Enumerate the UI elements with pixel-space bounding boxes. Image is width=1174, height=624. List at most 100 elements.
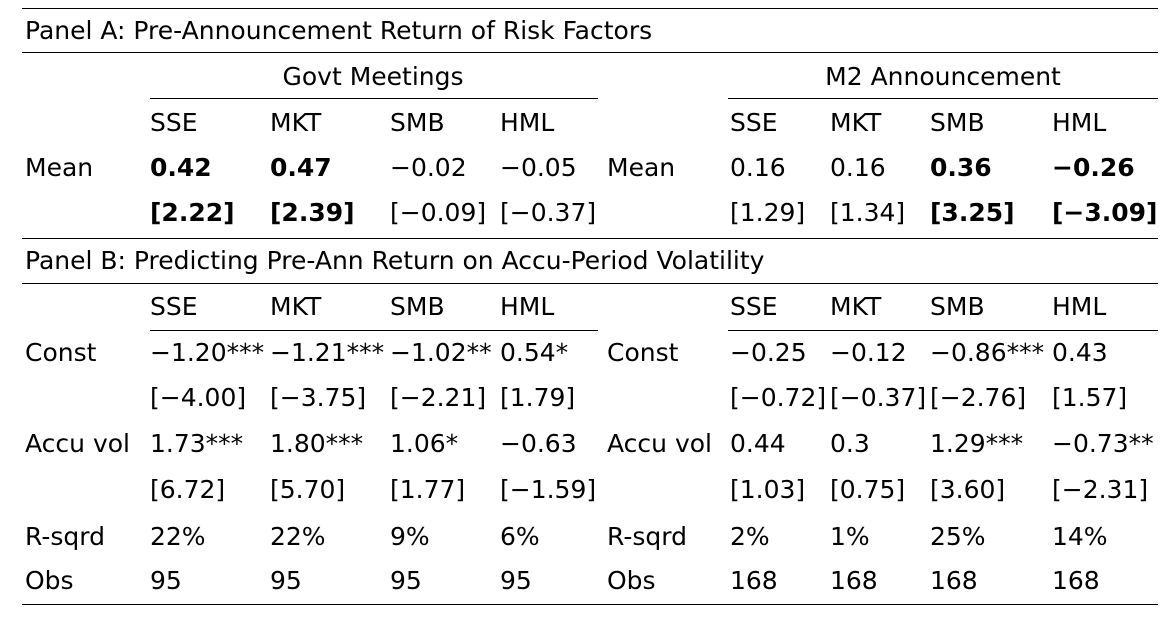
cell: [1.77] xyxy=(390,475,466,504)
cell: 0.16 xyxy=(830,153,886,182)
cell: 0.47 xyxy=(270,153,332,182)
cell: 95 xyxy=(270,566,302,595)
rule xyxy=(150,98,598,99)
cell: [3.60] xyxy=(930,475,1006,504)
cell: [5.70] xyxy=(270,475,346,504)
cell: 168 xyxy=(930,566,978,595)
cell: 14% xyxy=(1052,522,1108,551)
cell: −0.26 xyxy=(1052,153,1135,182)
column-header: SMB xyxy=(930,108,985,137)
cell: −1.02** xyxy=(390,338,492,367)
cell: 0.16 xyxy=(730,153,786,182)
column-header: SSE xyxy=(730,292,778,321)
cell: [1.57] xyxy=(1052,383,1128,412)
column-header: SMB xyxy=(390,292,445,321)
cell: [1.03] xyxy=(730,475,806,504)
cell: −0.12 xyxy=(830,338,907,367)
cell: [−0.37] xyxy=(500,198,597,227)
column-header: SSE xyxy=(150,108,198,137)
cell: −1.20*** xyxy=(150,338,265,367)
cell: 168 xyxy=(730,566,778,595)
cell: 0.36 xyxy=(930,153,992,182)
column-header: MKT xyxy=(830,108,882,137)
rule xyxy=(22,604,1158,605)
cell: 0.43 xyxy=(1052,338,1108,367)
cell: −0.63 xyxy=(500,429,577,458)
row-label: R-sqrd xyxy=(25,522,105,551)
panel-title: Panel A: Pre-Announcement Return of Risk… xyxy=(25,16,653,45)
cell: 95 xyxy=(500,566,532,595)
rule xyxy=(728,98,1158,99)
rule xyxy=(22,8,1158,9)
cell: 0.42 xyxy=(150,153,212,182)
cell: 1.06* xyxy=(390,429,459,458)
cell: 1.80*** xyxy=(270,429,364,458)
column-header: MKT xyxy=(830,292,882,321)
column-header: SSE xyxy=(150,292,198,321)
row-label: R-sqrd xyxy=(607,522,687,551)
panel-title: Panel B: Predicting Pre-Ann Return on Ac… xyxy=(25,246,765,275)
cell: −1.21*** xyxy=(270,338,385,367)
cell: 1.29*** xyxy=(930,429,1024,458)
column-header: MKT xyxy=(270,108,322,137)
cell: [−3.75] xyxy=(270,383,367,412)
cell: [−2.21] xyxy=(390,383,487,412)
rule xyxy=(22,283,1158,284)
cell: 1.73*** xyxy=(150,429,244,458)
cell: 0.54* xyxy=(500,338,569,367)
cell: −0.86*** xyxy=(930,338,1045,367)
column-header: SMB xyxy=(930,292,985,321)
cell: 6% xyxy=(500,522,540,551)
cell: [−4.00] xyxy=(150,383,247,412)
row-label: Accu vol xyxy=(607,429,712,458)
cell: [−0.09] xyxy=(390,198,487,227)
group-header: Govt Meetings xyxy=(282,62,464,91)
rule xyxy=(22,238,1158,239)
cell: [0.75] xyxy=(830,475,906,504)
cell: [−0.72] xyxy=(730,383,827,412)
cell: 2% xyxy=(730,522,770,551)
row-label: Mean xyxy=(25,153,94,182)
cell: 22% xyxy=(150,522,206,551)
column-header: SMB xyxy=(390,108,445,137)
column-header: HML xyxy=(1052,292,1107,321)
cell: 95 xyxy=(390,566,422,595)
row-label: Const xyxy=(25,338,97,367)
cell: [2.22] xyxy=(150,198,235,227)
cell: [−1.59] xyxy=(500,475,597,504)
column-header: HML xyxy=(500,108,555,137)
cell: 0.3 xyxy=(830,429,870,458)
cell: [1.79] xyxy=(500,383,576,412)
row-label: Obs xyxy=(607,566,656,595)
rule xyxy=(150,330,598,331)
cell: [1.34] xyxy=(830,198,906,227)
cell: 1% xyxy=(830,522,870,551)
rule xyxy=(22,52,1158,53)
cell: [−0.37] xyxy=(830,383,927,412)
cell: [−2.31] xyxy=(1052,475,1149,504)
cell: −0.02 xyxy=(390,153,467,182)
cell: 22% xyxy=(270,522,326,551)
column-header: HML xyxy=(500,292,555,321)
column-header: SSE xyxy=(730,108,778,137)
cell: [3.25] xyxy=(930,198,1015,227)
row-label: Accu vol xyxy=(25,429,130,458)
rule xyxy=(728,330,1158,331)
cell: −0.25 xyxy=(730,338,807,367)
cell: 25% xyxy=(930,522,986,551)
column-header: HML xyxy=(1052,108,1107,137)
column-header: MKT xyxy=(270,292,322,321)
cell: 0.44 xyxy=(730,429,786,458)
cell: [−3.09] xyxy=(1052,198,1158,227)
cell: [1.29] xyxy=(730,198,806,227)
row-label: Const xyxy=(607,338,679,367)
cell: 9% xyxy=(390,522,430,551)
row-label: Mean xyxy=(607,153,676,182)
cell: −0.05 xyxy=(500,153,577,182)
cell: 95 xyxy=(150,566,182,595)
cell: 168 xyxy=(1052,566,1100,595)
cell: −0.73** xyxy=(1052,429,1154,458)
cell: 168 xyxy=(830,566,878,595)
group-header: M2 Announcement xyxy=(825,62,1061,91)
